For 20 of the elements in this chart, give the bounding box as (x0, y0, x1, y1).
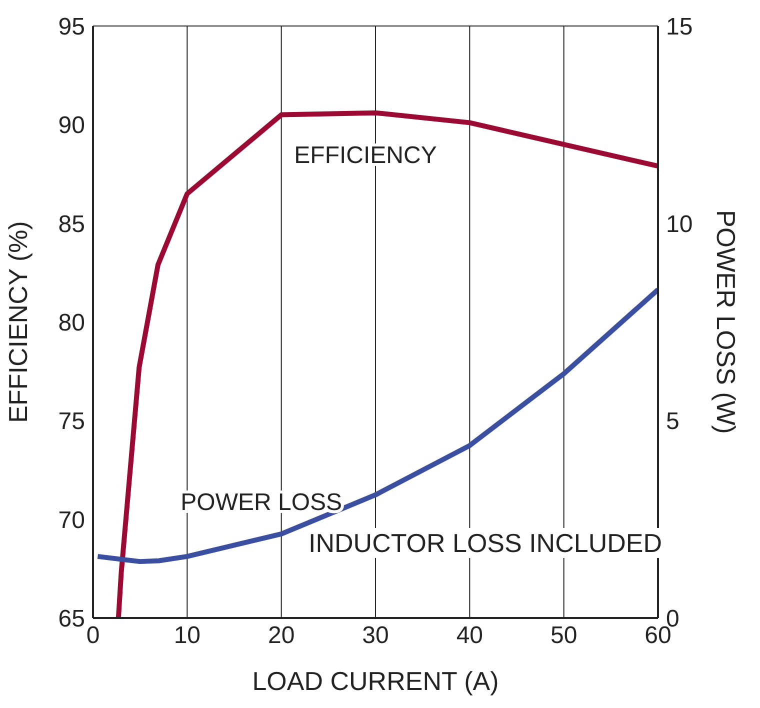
y2-tick-label: 5 (666, 408, 680, 436)
y-axis-title: EFFICIENCY (%) (3, 221, 34, 423)
x-tick-label: 50 (550, 622, 578, 650)
y-tick-label: 85 (58, 210, 85, 238)
y-tick-label: 95 (58, 14, 85, 41)
y-tick-label: 80 (58, 310, 85, 337)
x-axis-title: LOAD CURRENT (A) (252, 666, 499, 696)
x-tick-label: 10 (174, 622, 201, 650)
x-tick-label: 0 (86, 622, 100, 650)
annotation: INDUCTOR LOSS INCLUDED (304, 528, 666, 558)
y2-tick-label: 15 (666, 14, 693, 41)
x-tick-label: 20 (268, 622, 295, 650)
y-tick-label: 70 (58, 506, 85, 534)
x-tick-label: 40 (456, 622, 484, 650)
y2-axis-title: POWER LOSS (W) (710, 210, 741, 434)
y2-tick-label: 10 (666, 210, 693, 238)
y-tick-label: 75 (58, 408, 85, 436)
x-tick-label: 30 (362, 622, 389, 650)
y-tick-label: 65 (58, 606, 85, 633)
y-tick-label: 90 (58, 112, 85, 140)
